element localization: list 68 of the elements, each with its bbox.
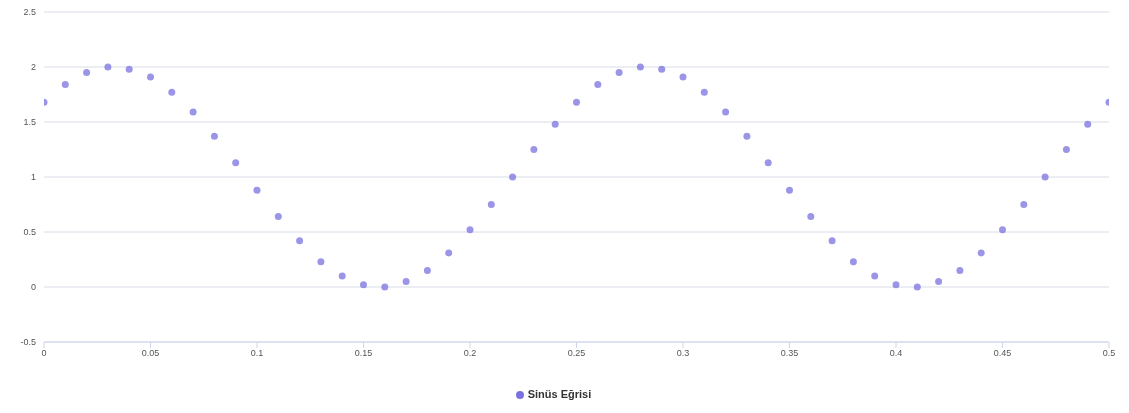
x-tick-label: 0.45 (993, 348, 1012, 359)
point (296, 237, 304, 245)
point (999, 226, 1006, 234)
point (83, 69, 91, 76)
point (338, 272, 346, 280)
point (445, 249, 453, 257)
point (679, 73, 687, 81)
x-tick-label: 0.35 (780, 348, 799, 359)
y-tick-label: -0.5 (20, 337, 36, 348)
point (594, 81, 602, 89)
point (1062, 146, 1070, 153)
point (381, 283, 389, 291)
y-tick-label: 1.5 (23, 117, 36, 128)
legend-label: Sinüs Eğrisi (527, 388, 592, 400)
x-tick-label: 0.1 (250, 348, 264, 359)
point (551, 120, 559, 128)
point (658, 65, 666, 73)
point (764, 159, 772, 167)
x-tick-label: 0 (41, 348, 47, 359)
point (956, 267, 964, 274)
y-tick-label: 2 (30, 62, 36, 73)
point (61, 81, 69, 89)
point (1020, 201, 1028, 208)
x-tick-label: 0.4 (889, 348, 903, 359)
point (147, 73, 154, 81)
point (700, 88, 708, 96)
point (210, 132, 218, 140)
x-tick-label: 0.25 (567, 348, 586, 359)
point (317, 258, 325, 266)
x-tick-label: 0.15 (354, 348, 373, 359)
point (253, 186, 261, 194)
point (828, 237, 836, 245)
point (104, 63, 112, 71)
y-tick-label: 0.5 (23, 227, 36, 238)
point (935, 278, 943, 285)
point (423, 267, 431, 274)
point (232, 159, 240, 167)
point (530, 146, 538, 153)
point (977, 249, 985, 257)
point (274, 213, 282, 221)
point (743, 132, 751, 140)
y-tick-label: 0 (30, 282, 36, 293)
point (1041, 173, 1049, 181)
point (1084, 120, 1092, 128)
point (509, 173, 517, 181)
point (125, 65, 133, 73)
x-tick-label: 0.5 (1102, 348, 1116, 359)
point (849, 258, 857, 266)
point (168, 88, 176, 96)
x-tick-label: 0.3 (676, 348, 690, 359)
point (786, 186, 793, 194)
point (466, 226, 474, 234)
point (892, 281, 900, 289)
point (722, 108, 730, 116)
point (871, 272, 879, 280)
point (913, 283, 921, 291)
point (573, 98, 580, 106)
point (402, 278, 410, 285)
point (807, 213, 815, 221)
x-tick-label: 0.2 (463, 348, 477, 359)
point (360, 281, 367, 289)
y-tick-label: 1 (30, 172, 36, 183)
point (615, 69, 623, 76)
y-tick-label: 2.5 (23, 7, 36, 18)
point (487, 201, 495, 208)
x-tick-label: 0.05 (141, 348, 160, 359)
point (189, 108, 197, 116)
point (636, 63, 644, 71)
